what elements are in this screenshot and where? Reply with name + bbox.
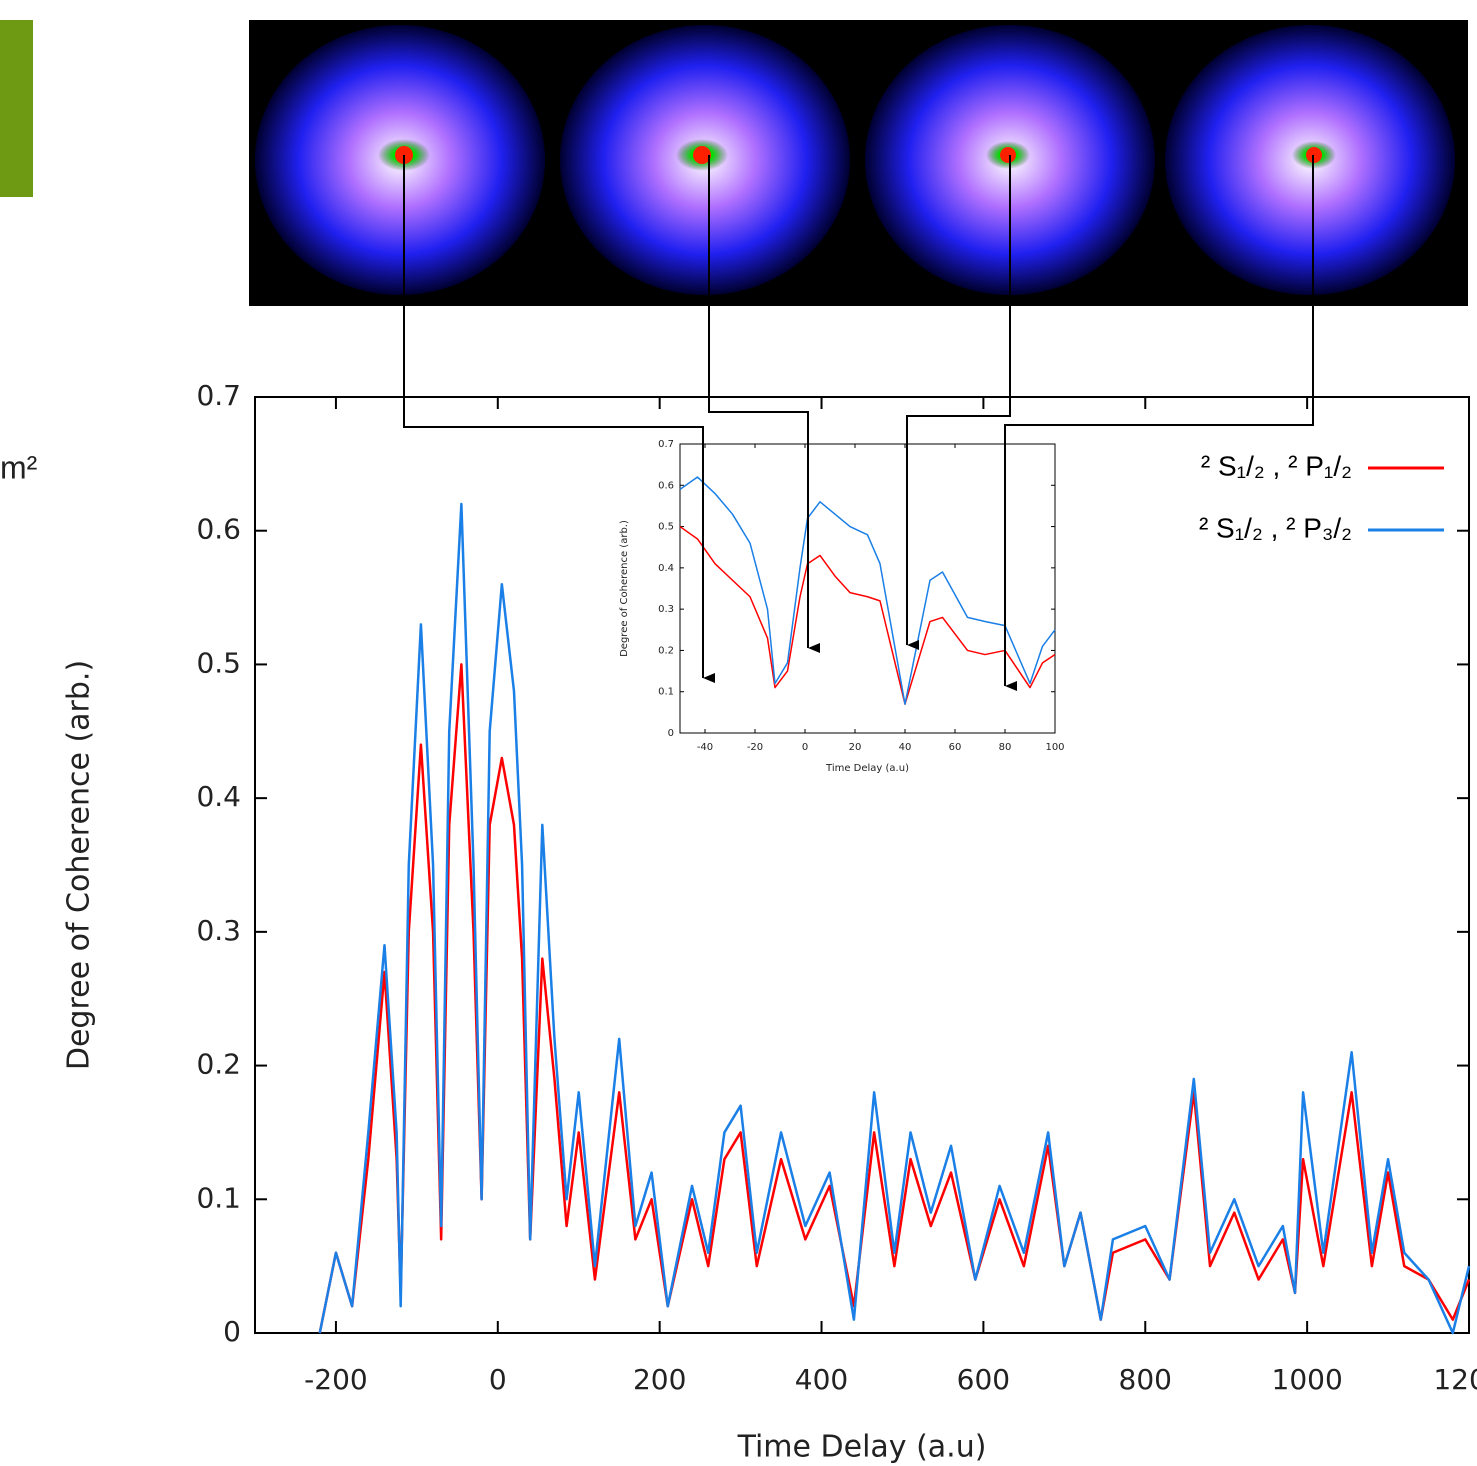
series-line (318, 663, 1471, 1334)
y-tick-label: 0.1 (196, 1181, 241, 1214)
x-tick-label: -20 (747, 742, 763, 753)
y-tick-label: 0.4 (196, 780, 241, 813)
y-axis-label: Degree of Coherence (arb.) (619, 520, 630, 657)
x-axis-label: Time Delay (a.u) (825, 763, 909, 774)
x-axis-label: Time Delay (a.u) (737, 1430, 987, 1465)
plot-area (679, 443, 1056, 734)
y-tick-label: 0.7 (658, 439, 674, 450)
x-tick-label: 80 (999, 742, 1012, 753)
y-tick-label: 0.3 (196, 914, 241, 947)
x-tick-label: 200 (633, 1363, 686, 1396)
arrows (403, 155, 1314, 691)
legend-label: ² S₁/₂ , ² P₁/₂ (1201, 450, 1352, 481)
y-tick-label: 0.5 (196, 646, 241, 679)
y-tick-label: 0 (668, 728, 674, 739)
y-tick-label: 0.4 (658, 563, 674, 574)
y-tick-label: 0 (223, 1315, 241, 1348)
y-tick-label: 0.3 (658, 604, 674, 615)
x-tick-label: -40 (697, 742, 713, 753)
y-tick-label: 0.2 (196, 1048, 241, 1081)
x-tick-label: 100 (1045, 742, 1064, 753)
y-tick-label: 0.7 (196, 379, 241, 412)
slide-accent (0, 20, 33, 197)
y-tick-label: 0.6 (658, 480, 674, 491)
x-tick-label: 0 (802, 742, 808, 753)
y-axis-label: Degree of Coherence (arb.) (62, 660, 97, 1070)
y-tick-label: 0.5 (658, 522, 674, 533)
x-tick-label: -200 (304, 1363, 368, 1396)
x-tick-label: 800 (1119, 1363, 1172, 1396)
x-tick-label: 0 (489, 1363, 507, 1396)
x-tick-label: 600 (957, 1363, 1010, 1396)
x-tick-label: 1000 (1272, 1363, 1343, 1396)
y-tick-label: 0.6 (196, 513, 241, 546)
x-tick-label: 400 (795, 1363, 848, 1396)
x-tick-label: 20 (849, 742, 862, 753)
y-tick-label: 0.1 (658, 687, 674, 698)
series-line (318, 502, 1471, 1335)
x-tick-label: 60 (949, 742, 962, 753)
series-line (679, 525, 1056, 705)
x-tick-label: 40 (899, 742, 912, 753)
y-tick-label: 0.2 (658, 645, 674, 656)
series-line (679, 476, 1056, 705)
legend-label: ² S₁/₂ , ² P₃/₂ (1199, 512, 1352, 543)
side-text: m² (0, 449, 38, 485)
inset-chart: -40 -20 0 20 40 60 80 100 0 0.1 0.2 0.3 0.4 0.5 0.6 0.7… (619, 439, 1065, 774)
